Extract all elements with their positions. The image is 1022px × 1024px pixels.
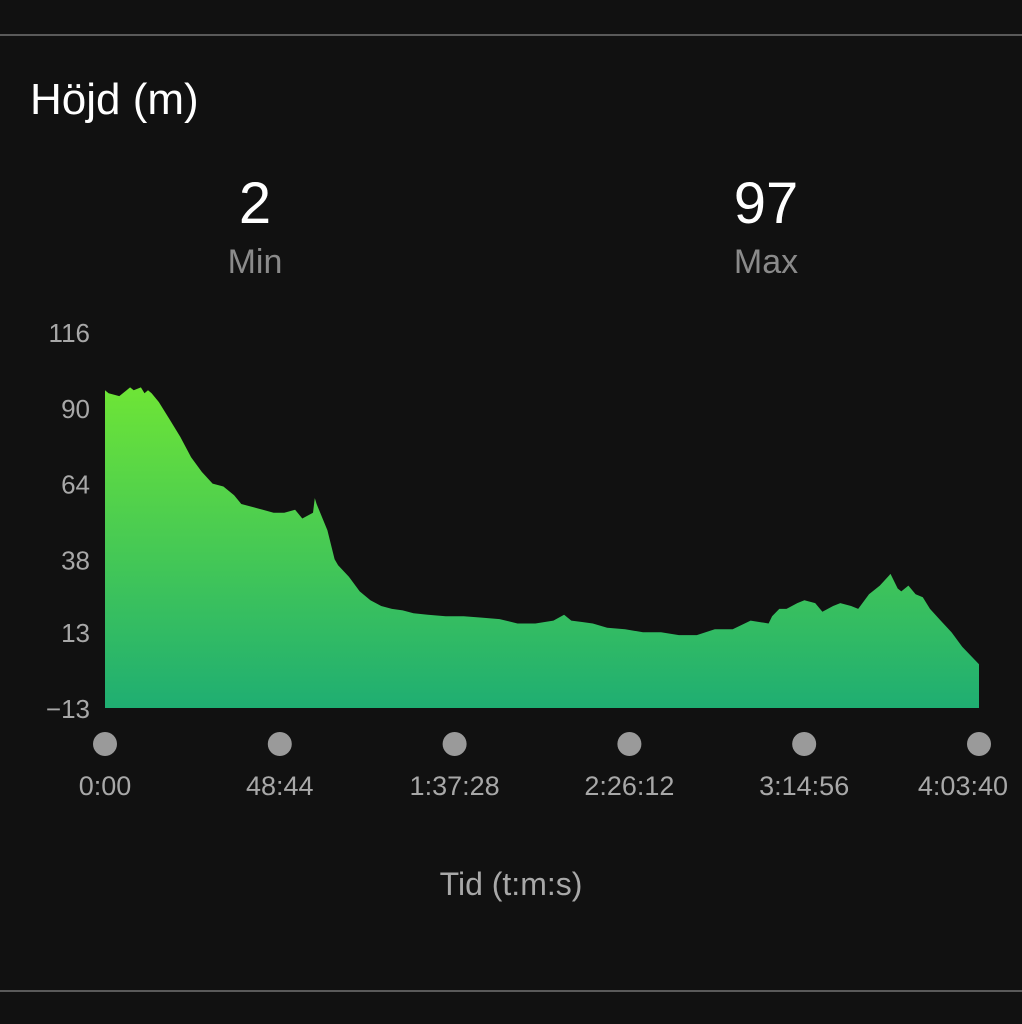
y-tick-label: 38 xyxy=(61,545,90,575)
x-axis-label: Tid (t:m:s) xyxy=(439,866,583,902)
min-label: Min xyxy=(227,243,283,281)
min-stat: 2 Min xyxy=(105,172,405,282)
chart-title: Höjd (m) xyxy=(30,75,199,124)
max-value: 97 xyxy=(733,171,799,236)
y-tick-label: 90 xyxy=(61,394,90,424)
min-value: 2 xyxy=(238,171,272,236)
x-axis-ticks: 0:00 48:44 1:37:28 2:26:12 3:14:56 4:03:40 xyxy=(79,771,1008,801)
elevation-area xyxy=(105,387,979,708)
x-tick-label: 2:26:12 xyxy=(584,771,674,801)
x-tick-marker[interactable] xyxy=(442,732,467,756)
y-tick-label: −13 xyxy=(46,694,90,724)
y-tick-label: 13 xyxy=(61,618,90,648)
x-axis-markers xyxy=(93,732,991,756)
y-axis-ticks: 116 90 64 38 13 −13 xyxy=(46,318,90,724)
top-divider xyxy=(0,34,1022,36)
x-tick-label: 48:44 xyxy=(246,771,314,801)
y-tick-label: 116 xyxy=(49,318,90,348)
x-tick-label: 4:03:40 xyxy=(918,771,1008,801)
x-tick-marker[interactable] xyxy=(617,732,642,756)
max-stat: 97 Max xyxy=(616,172,916,282)
x-tick-label: 0:00 xyxy=(79,771,132,801)
x-tick-marker[interactable] xyxy=(267,732,292,756)
x-tick-marker[interactable] xyxy=(792,732,817,756)
y-tick-label: 64 xyxy=(61,470,90,500)
max-label: Max xyxy=(733,243,799,281)
bottom-divider xyxy=(0,990,1022,992)
x-tick-label: 3:14:56 xyxy=(759,771,849,801)
x-tick-marker[interactable] xyxy=(967,732,991,756)
x-tick-label: 1:37:28 xyxy=(410,771,500,801)
x-tick-marker[interactable] xyxy=(93,732,117,756)
